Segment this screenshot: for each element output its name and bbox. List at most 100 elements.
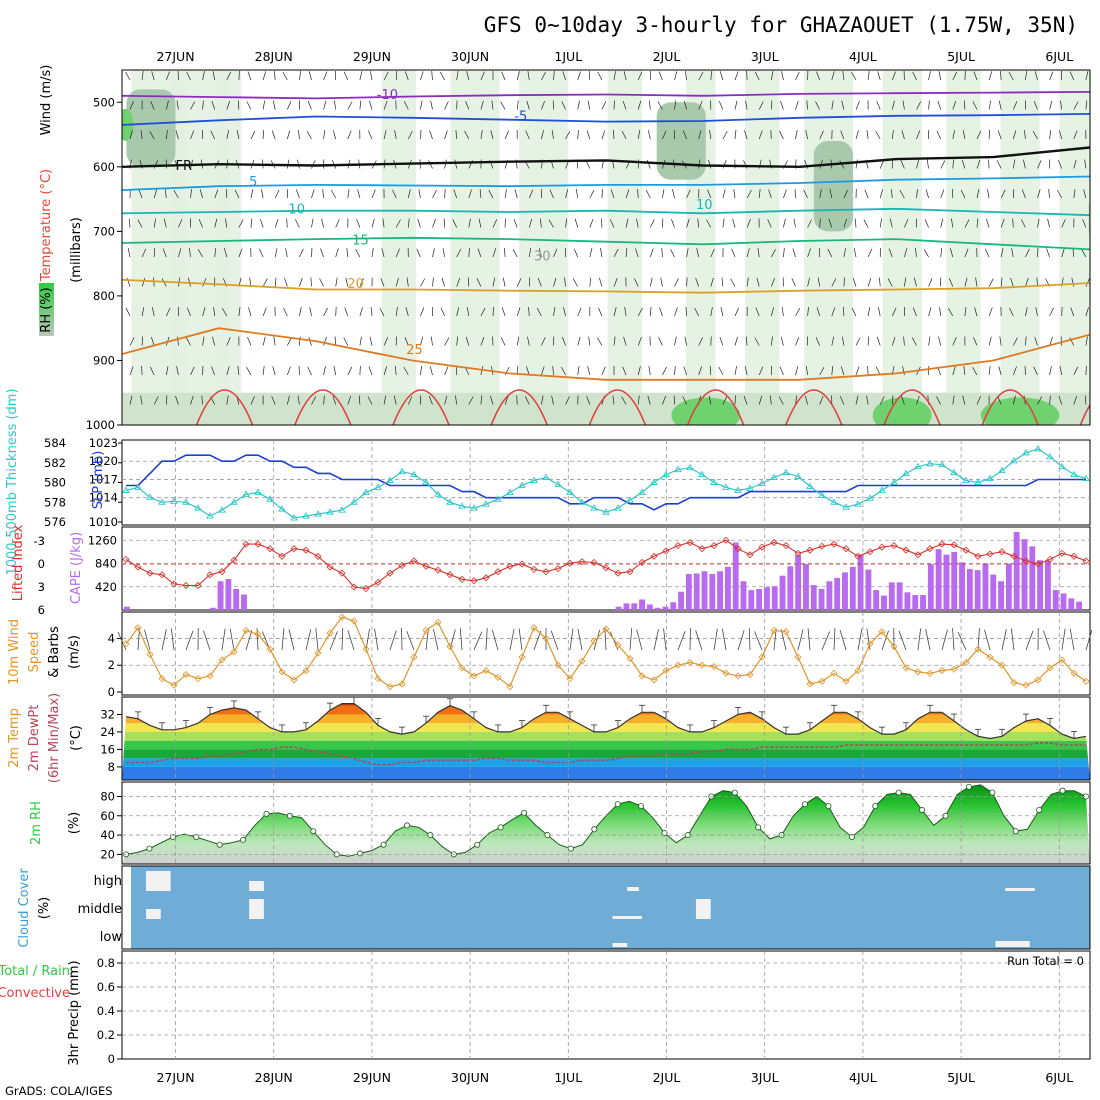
cape-bar: [842, 572, 848, 610]
lifted-index-point: [602, 564, 610, 572]
cape-bar: [998, 581, 1004, 610]
wind-barb: [247, 337, 252, 346]
thickness-tick-label: 582: [44, 456, 66, 470]
cloud-axis-label: Cloud Cover: [17, 868, 32, 948]
wind-speed-point: [374, 675, 382, 683]
thickness-point: [434, 490, 442, 497]
panel-frame: [121, 950, 1091, 1060]
isotherm-label: 30: [534, 249, 551, 264]
wind-barb: [347, 101, 353, 110]
wind-speed-point: [506, 683, 514, 691]
wind-barb: [924, 219, 929, 228]
wind-speed-point: [986, 653, 994, 661]
wind-barb: [203, 630, 211, 651]
wind-barb: [940, 218, 944, 228]
wind-barb: [368, 130, 373, 140]
wind-barb: [806, 366, 808, 376]
wind-barb: [274, 277, 277, 287]
wind-tick-label: 4: [108, 631, 115, 645]
wind-barb: [343, 337, 349, 346]
lifted-index-point: [158, 571, 166, 579]
isotherm-30-loop: [195, 389, 254, 425]
wind-barb: [698, 101, 703, 110]
pressure-tick-label: 1000: [86, 418, 115, 432]
wind-barb: [393, 395, 397, 405]
lifted-index-point: [986, 550, 994, 558]
wind-barb: [1058, 160, 1063, 169]
wind-barb: [514, 189, 518, 199]
wind-barb: [925, 628, 931, 651]
wind-barb: [698, 130, 702, 140]
cape-bar: [951, 551, 958, 610]
isotherm-30-loop: [294, 389, 352, 425]
wind-tick-label: 2: [108, 658, 115, 672]
wind-barb: [1032, 130, 1038, 140]
wind-speed-point: [470, 672, 478, 680]
lifted-index-tick-label: 3: [38, 580, 45, 594]
wind-speed-point: [926, 669, 934, 677]
wind-barb: [734, 100, 738, 110]
wind-barb: [1072, 248, 1075, 258]
wind-barb: [803, 189, 808, 199]
wind-barb: [577, 366, 580, 376]
wind-barb: [857, 628, 863, 651]
wind-barb: [695, 277, 700, 287]
wind-barb: [710, 307, 713, 317]
wind-barb: [429, 366, 433, 376]
wind-barb: [1035, 307, 1038, 317]
wind-barb: [757, 248, 760, 258]
thickness-point: [782, 468, 790, 476]
wind-barb: [842, 71, 845, 81]
wind-barb: [561, 101, 566, 110]
wind-barb: [734, 336, 738, 346]
wind-barb: [645, 189, 651, 199]
wind-barb: [315, 628, 319, 651]
lifted-index-point: [902, 546, 910, 554]
wind-barb: [127, 248, 131, 258]
wind-barb: [815, 337, 821, 346]
wind-barb: [623, 336, 627, 346]
wind-barb: [730, 278, 736, 287]
date-label-top: 3JUL: [751, 49, 779, 64]
lifted-index-point: [734, 545, 742, 553]
wind-barb: [492, 306, 494, 317]
wind-barb: [779, 130, 784, 140]
wind-barb: [165, 71, 170, 81]
wind-speed-point: [290, 676, 298, 684]
cape-bar: [756, 588, 763, 610]
thickness-point: [506, 488, 514, 495]
wind-barb: [624, 307, 627, 317]
wind-barb: [1059, 366, 1063, 376]
wind-barb: [309, 307, 312, 317]
wind-barb: [382, 218, 385, 228]
wind-barb: [479, 189, 482, 199]
wind-speed-point: [710, 662, 718, 671]
total-rain-label: Total / Rain: [0, 964, 70, 979]
rh-moist-column: [216, 70, 242, 425]
wind-barb: [649, 100, 651, 110]
wind-barb: [381, 248, 385, 258]
wind-barb: [214, 218, 218, 228]
lifted-index-point: [794, 549, 802, 557]
wind-barb: [1025, 307, 1028, 317]
wind-barb: [137, 219, 143, 228]
thickness-point: [494, 495, 502, 502]
wind-barb: [468, 218, 471, 228]
cape-bar: [615, 606, 622, 610]
wind-speed-point: [674, 661, 682, 669]
wind-barb: [866, 130, 869, 140]
wind-barb: [198, 219, 203, 228]
wind-barb: [1010, 628, 1015, 651]
wind-barb: [839, 396, 845, 405]
isotherm-label: 10: [696, 198, 713, 213]
lifted-index-point: [686, 538, 694, 547]
wind-speed-point: [770, 626, 778, 634]
wind-barb: [161, 628, 167, 651]
wind-barb: [237, 100, 240, 110]
wind-barb: [649, 277, 653, 287]
wind-barb: [637, 71, 643, 81]
wind-barb: [165, 366, 169, 376]
temperature-band: [122, 740, 1090, 750]
wind-barb: [577, 628, 583, 651]
wind-barb: [466, 307, 470, 317]
